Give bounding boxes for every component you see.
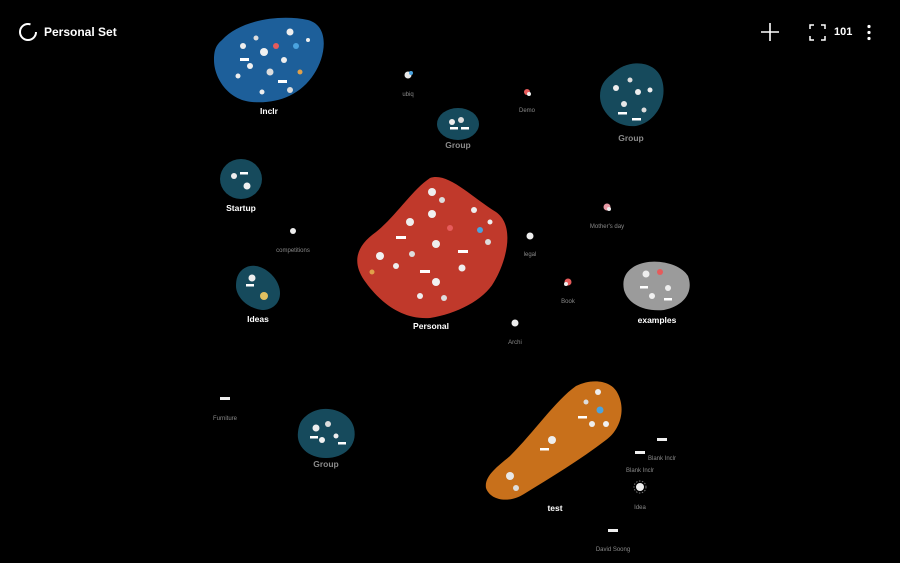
plus-icon[interactable]	[760, 22, 780, 42]
cluster-label-ideas[interactable]: Ideas	[247, 314, 269, 324]
cluster-label-group-bottom[interactable]: Group	[313, 459, 339, 469]
cluster-test[interactable]: test	[485, 381, 622, 513]
cluster-label-test[interactable]: test	[547, 503, 562, 513]
cluster-group-bottom[interactable]: Group	[297, 408, 355, 469]
cluster-label-startup[interactable]: Startup	[226, 203, 256, 213]
node-label-furniture: Furniture	[213, 416, 238, 422]
node-competitions[interactable]: competitions	[276, 228, 310, 254]
cluster-startup[interactable]: Startup	[220, 159, 262, 213]
node-archi[interactable]: Archi	[508, 319, 522, 347]
frame-corners-icon[interactable]	[809, 24, 826, 41]
node-label-archi: Archi	[508, 340, 522, 346]
cluster-examples[interactable]: examples	[623, 261, 690, 325]
node-label-demo: Demo	[519, 108, 536, 114]
cluster-inclr-nodes	[235, 28, 310, 95]
node-label-blank-inclr-2: Blank Inclr	[626, 468, 654, 474]
node-label-mothers-day: Mother's day	[590, 224, 624, 230]
node-furniture[interactable]: Furniture	[213, 397, 238, 422]
node-label-book: Book	[561, 299, 576, 305]
node-ubiq[interactable]: ubiq	[402, 71, 414, 98]
node-label-legal: legal	[524, 252, 537, 258]
app-logo-icon[interactable]	[18, 22, 38, 42]
cluster-label-group-top-mid[interactable]: Group	[445, 140, 471, 150]
cluster-label-examples[interactable]: examples	[638, 315, 677, 325]
cluster-inclr[interactable]: Inclr	[214, 17, 324, 116]
node-blank-inclr-2[interactable]: Blank Inclr	[626, 451, 654, 474]
cluster-personal-nodes	[369, 188, 493, 301]
node-label-competitions: competitions	[276, 248, 310, 254]
node-label-idea: Idea	[634, 505, 646, 511]
node-demo[interactable]: Demo	[519, 89, 536, 114]
node-label-david-soong: David Soong	[596, 547, 630, 553]
cluster-group-top-right[interactable]: Group	[600, 63, 664, 143]
node-book[interactable]: Book	[561, 278, 576, 306]
node-david-soong[interactable]: David Soong	[596, 529, 630, 553]
cluster-group-top-mid[interactable]: Group	[437, 108, 479, 150]
vertical-dots-icon[interactable]	[864, 24, 874, 41]
cluster-label-inclr[interactable]: Inclr	[260, 106, 279, 116]
item-count: 101	[834, 26, 853, 38]
node-label-blank-inclr-1: Blank Inclr	[648, 456, 676, 462]
set-title[interactable]: Personal Set	[44, 25, 117, 39]
node-idea[interactable]: Idea	[633, 480, 647, 511]
node-blank-inclr-1[interactable]: Blank Inclr	[648, 438, 676, 462]
node-legal[interactable]: legal	[524, 232, 537, 259]
cluster-label-group-top-right[interactable]: Group	[618, 133, 644, 143]
cluster-personal[interactable]: Personal	[357, 177, 508, 331]
cluster-label-personal[interactable]: Personal	[413, 321, 449, 331]
cluster-ideas[interactable]: Ideas	[236, 265, 281, 324]
node-label-ubiq: ubiq	[402, 92, 413, 98]
node-mothers-day[interactable]: Mother's day	[590, 203, 624, 231]
